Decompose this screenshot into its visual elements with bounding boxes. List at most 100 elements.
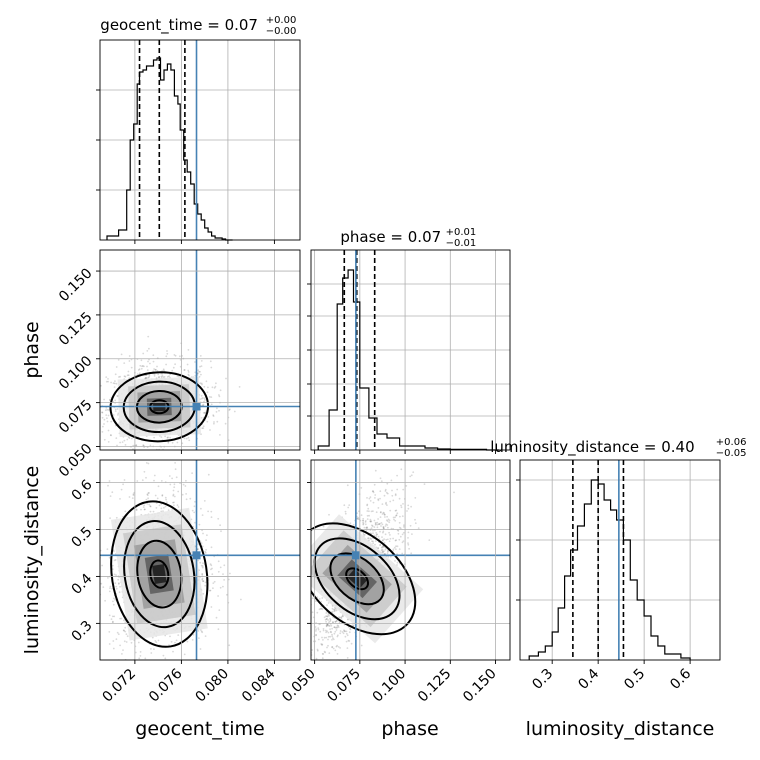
phase-vs-geocent-time-sample-point: [107, 380, 109, 383]
phase-title-lower-error: −0.01: [446, 238, 477, 249]
phase-vs-geocent-time-sample-point: [92, 385, 94, 387]
phase-vs-geocent-time-sample-point: [105, 414, 108, 416]
distance-vs-phase-sample-point: [308, 588, 310, 590]
distance-vs-phase-sample-point: [372, 510, 374, 512]
distance-vs-geocent-time-contour-3: [149, 559, 170, 589]
distance-vs-phase-sample-point: [331, 646, 333, 649]
distance-vs-phase-truth-marker: [351, 551, 360, 560]
phase-vs-geocent-time-sample-point: [202, 427, 205, 430]
distance-vs-phase-sample-point: [325, 615, 327, 618]
distance-vs-geocent-time-sample-point: [112, 600, 114, 603]
phase-vs-geocent-time-sample-point: [153, 436, 156, 439]
phase-vs-geocent-time-sample-point: [153, 368, 156, 370]
distance-vs-phase-sample-point: [402, 488, 405, 491]
distance-vs-phase-sample-point: [351, 624, 354, 626]
distance-vs-geocent-time-sample-point: [117, 633, 120, 636]
distance-vs-phase-sample-point: [318, 608, 321, 611]
phase-vs-geocent-time-sample-point: [202, 425, 205, 428]
distance-vs-geocent-time-contour-1: [123, 520, 196, 629]
phase-vs-geocent-time-sample-point: [233, 410, 236, 413]
phase-vs-geocent-time-sample-point: [171, 453, 173, 455]
distance-vs-phase-sample-point: [327, 631, 330, 634]
distance-vs-geocent-time-sample-point: [114, 559, 117, 561]
distance-vs-geocent-time-sample-point: [199, 561, 202, 564]
phase-vs-geocent-time-sample-point: [208, 396, 211, 398]
distance-vs-geocent-time-sample-point: [194, 500, 196, 503]
phase-vs-geocent-time-sample-point: [63, 406, 65, 408]
distance-vs-phase-sample-point: [375, 535, 378, 538]
distance-vs-phase-sample-point: [305, 632, 307, 634]
distance-vs-phase-sample-point: [357, 516, 359, 519]
distance-vs-geocent-time-sample-point: [135, 508, 138, 511]
y-axis-label-phase: phase: [21, 321, 43, 378]
distance-vs-geocent-time-sample-point: [107, 577, 109, 579]
distance-vs-phase-sample-point: [400, 506, 403, 509]
distance-vs-phase-sample-point: [340, 617, 343, 620]
distance-vs-phase-sample-point: [386, 520, 389, 522]
phase-vs-geocent-time-sample-point: [148, 376, 150, 379]
phase-vs-geocent-time-sample-point: [119, 441, 121, 444]
distance-vs-phase-sample-point: [409, 475, 412, 478]
phase-vs-geocent-time-sample-point: [105, 376, 108, 378]
distance-vs-phase-sample-point: [338, 616, 340, 618]
distance-vs-phase-sample-point: [397, 530, 400, 532]
x-axis-label-phase: phase: [381, 718, 438, 740]
phase-ytick-label-3: 0.125: [56, 309, 96, 349]
distance-vs-phase-sample-point: [336, 644, 338, 647]
distance-vs-phase-sample-point: [405, 485, 408, 487]
distance-vs-phase-sample-point: [414, 522, 417, 525]
distance-vs-geocent-time-sample-point: [111, 491, 114, 494]
phase-vs-geocent-time-sample-point: [209, 360, 212, 363]
distance-vs-geocent-time-sample-point: [136, 480, 139, 482]
distance-vs-phase-sample-point: [390, 479, 393, 482]
distance-vs-phase-sample-point: [366, 527, 369, 529]
phase-vs-geocent-time-sample-point: [112, 414, 115, 416]
phase-vs-geocent-time-sample-point: [209, 429, 211, 431]
distance-vs-geocent-time-sample-point: [201, 573, 204, 576]
distance-vs-phase-sample-point: [375, 511, 378, 514]
distance-vs-geocent-time-sample-point: [201, 577, 204, 580]
distance-vs-geocent-time-sample-point: [119, 498, 121, 500]
distance-vs-phase-sample-point: [325, 625, 328, 628]
distance-vs-phase-sample-point: [327, 638, 329, 641]
phase-vs-geocent-time-sample-point: [107, 378, 109, 380]
distance-vs-geocent-time-sample-point: [200, 542, 203, 544]
distance-vs-geocent-time-sample-point: [210, 510, 213, 513]
distance-vs-phase-sample-point: [383, 546, 385, 548]
phase-vs-geocent-time-sample-point: [161, 372, 164, 375]
distance-vs-phase-sample-point: [317, 627, 320, 629]
distance-vs-phase-sample-point: [363, 526, 366, 529]
distance-vs-geocent-time-sample-point: [202, 592, 205, 595]
distance-vs-geocent-time-sample-point: [115, 585, 118, 588]
distance-vs-geocent-time-sample-point: [153, 479, 155, 482]
distance-vs-phase-sample-point: [398, 526, 401, 529]
distance-vs-phase-sample-point: [382, 525, 385, 528]
distance-vs-geocent-time-sample-point: [217, 560, 220, 563]
distance-vs-phase-sample-point: [334, 621, 337, 623]
phase-vs-geocent-time-sample-point: [127, 370, 130, 373]
distance-vs-phase-sample-point: [346, 634, 349, 637]
distance-vs-phase-sample-point: [382, 531, 384, 534]
distance-vs-phase-sample-point: [346, 484, 349, 487]
distance-vs-geocent-time-sample-point: [110, 418, 112, 420]
geocent_time-xtick-label-2: 0.080: [192, 666, 232, 706]
phase-vs-geocent-time-sample-point: [212, 414, 215, 416]
distance-vs-geocent-time-sample-point: [165, 498, 168, 501]
distance-vs-geocent-time-sample-point: [168, 475, 171, 477]
distance-vs-geocent-time-sample-point: [122, 629, 125, 632]
distance-vs-phase-sample-point: [327, 624, 330, 627]
distance-vs-geocent-time-sample-point: [160, 510, 163, 513]
distance-vs-phase-sample-point: [326, 646, 328, 649]
phase-vs-geocent-time-sample-point: [121, 441, 124, 443]
distance-vs-geocent-time-sample-point: [172, 489, 175, 492]
distance-vs-phase-sample-point: [322, 653, 325, 655]
distance-vs-phase-sample-point: [320, 600, 322, 603]
distance-vs-geocent-time-sample-point: [132, 493, 135, 495]
distance-vs-phase-sample-point: [360, 487, 363, 489]
phase-vs-geocent-time-sample-point: [140, 367, 143, 370]
distance-vs-phase-sample-point: [304, 658, 306, 660]
distance-vs-phase-sample-point: [392, 499, 395, 502]
distance-vs-phase-sample-point: [374, 494, 377, 496]
phase-vs-geocent-time-sample-point: [207, 416, 210, 418]
distance-vs-phase-sample-point: [388, 521, 391, 524]
